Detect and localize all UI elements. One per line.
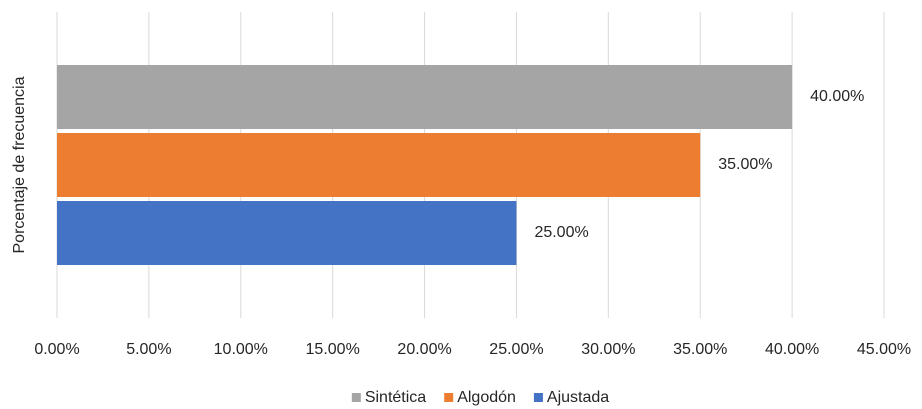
x-tick-label: 0.00%	[34, 341, 79, 358]
x-tick-label: 5.00%	[126, 341, 171, 358]
legend-swatch	[351, 393, 361, 402]
bar	[57, 133, 701, 197]
bar	[57, 65, 793, 129]
legend-swatch	[444, 393, 454, 402]
legend-swatch	[533, 393, 543, 402]
legend-label: Ajustada	[547, 389, 609, 406]
x-tick-label: 35.00%	[673, 341, 727, 358]
x-tick-label: 25.00%	[489, 341, 543, 358]
x-tick-label: 20.00%	[397, 341, 451, 358]
bar	[57, 201, 517, 265]
data-label: 35.00%	[718, 156, 772, 173]
x-tick-label: 45.00%	[857, 341, 911, 358]
data-label: 25.00%	[534, 224, 588, 241]
x-tick-label: 30.00%	[581, 341, 635, 358]
x-tick-label: 40.00%	[765, 341, 819, 358]
x-tick-label: 10.00%	[214, 341, 268, 358]
legend-label: Sintética	[365, 389, 426, 406]
data-label: 40.00%	[810, 88, 864, 105]
legend-label: Algodón	[457, 389, 516, 406]
y-axis-label: Porcentaje de frecuencia	[11, 76, 28, 253]
x-tick-label: 15.00%	[306, 341, 360, 358]
